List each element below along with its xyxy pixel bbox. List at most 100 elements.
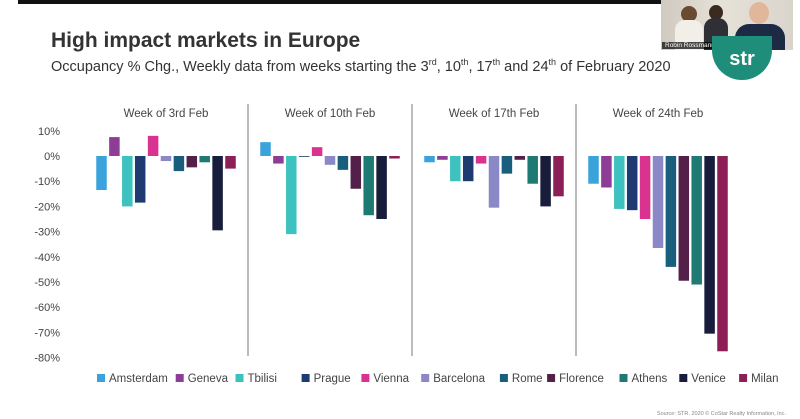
bar — [553, 156, 564, 197]
legend-swatch — [679, 374, 688, 382]
panel-header: Week of 24th Feb — [613, 108, 704, 120]
legend-label: Barcelona — [433, 373, 485, 385]
y-tick-label: -40% — [34, 252, 60, 264]
bar — [260, 142, 271, 156]
subtitle-sup: th — [460, 57, 469, 68]
bar — [437, 156, 448, 160]
y-tick-label: 10% — [38, 126, 60, 138]
person-head — [681, 6, 697, 22]
bar — [96, 156, 107, 191]
bar — [639, 156, 651, 219]
bar — [691, 156, 702, 285]
legend-label: Florence — [559, 373, 604, 385]
bar — [134, 156, 146, 203]
bar — [173, 156, 185, 172]
bar — [389, 156, 400, 159]
bar — [363, 156, 374, 216]
legend-swatch — [97, 374, 105, 382]
subtitle-sup: th — [492, 57, 501, 68]
y-tick-label: -20% — [34, 201, 60, 213]
bar — [311, 147, 323, 156]
bar — [286, 156, 297, 235]
legend-label: Prague — [314, 373, 351, 385]
bar — [122, 156, 133, 207]
bar — [652, 156, 664, 248]
bar — [588, 156, 599, 184]
bar — [298, 156, 310, 157]
legend-swatch — [619, 374, 628, 382]
subtitle-text: Occupancy % Chg., Weekly data from weeks… — [51, 59, 429, 75]
y-tick-label: -50% — [34, 277, 60, 289]
subtitle-text: , 10 — [436, 59, 461, 75]
panel-header: Week of 10th Feb — [285, 108, 376, 120]
bar — [160, 156, 172, 162]
person-head — [749, 2, 769, 24]
source-note: Source: STR. 2020 © CoStar Realty Inform… — [656, 411, 786, 417]
bar — [450, 156, 461, 182]
legend-label: Athens — [632, 373, 668, 385]
bar — [717, 156, 728, 352]
bar — [376, 156, 387, 219]
bar — [225, 156, 236, 169]
panel-header: Week of 3rd Feb — [124, 108, 209, 120]
y-tick-label: -30% — [34, 227, 60, 239]
logo-text: str — [729, 48, 755, 70]
bar — [424, 156, 435, 163]
legend-swatch — [235, 374, 244, 382]
bar — [273, 156, 284, 164]
subtitle-text: and 24 — [500, 59, 549, 75]
y-tick-label: -10% — [34, 176, 60, 188]
subtitle-sup: th — [548, 57, 557, 68]
panel-header: Week of 17th Feb — [449, 108, 540, 120]
legend-label: Amsterdam — [109, 373, 168, 385]
legend-label: Vienna — [373, 373, 409, 385]
page-title: High impact markets in Europe — [51, 29, 361, 52]
legend-label: Geneva — [188, 373, 229, 385]
bar — [614, 156, 625, 209]
bar — [626, 156, 638, 211]
y-tick-label: -60% — [34, 302, 60, 314]
y-tick-label: -80% — [34, 353, 60, 365]
bar — [704, 156, 715, 334]
legend-swatch — [739, 374, 748, 382]
legend-label: Rome — [512, 373, 543, 385]
bar — [488, 156, 500, 208]
bar — [601, 156, 612, 188]
page-subtitle: Occupancy % Chg., Weekly data from weeks… — [51, 57, 671, 75]
bar — [665, 156, 677, 267]
bar — [199, 156, 210, 163]
subtitle-text: of February 2020 — [556, 59, 671, 75]
legend-swatch — [421, 374, 430, 382]
subtitle-text: , 17 — [468, 59, 493, 75]
str-logo: str — [712, 36, 772, 80]
bar — [337, 156, 349, 170]
bar — [527, 156, 538, 184]
legend-label: Venice — [691, 373, 726, 385]
bar — [462, 156, 474, 182]
subtitle-sup: rd — [428, 57, 437, 68]
bar — [109, 137, 120, 156]
person-head — [709, 5, 723, 20]
legend-swatch — [361, 374, 370, 382]
bar — [324, 156, 336, 165]
bar — [350, 156, 362, 189]
bar — [678, 156, 690, 281]
legend-label: Tbilisi — [248, 373, 277, 385]
top-bar — [18, 0, 708, 4]
y-tick-label: 0% — [44, 151, 60, 163]
occupancy-chart: 10% 0% -10% -20% -30% -40% -50% -60% -70% -80% Wee… — [34, 104, 779, 385]
legend-swatch — [547, 374, 556, 382]
bar — [147, 135, 159, 156]
bar — [540, 156, 551, 207]
legend-label: Milan — [751, 373, 778, 385]
bar — [475, 156, 487, 164]
y-tick-label: -70% — [34, 327, 60, 339]
presenter-name: Robin Rossmann — [662, 42, 718, 49]
bar — [501, 156, 513, 174]
legend-swatch — [301, 374, 310, 382]
legend-swatch — [175, 374, 184, 382]
legend-swatch — [499, 374, 508, 382]
bar — [514, 156, 526, 160]
bar — [186, 156, 198, 168]
bar — [212, 156, 223, 231]
